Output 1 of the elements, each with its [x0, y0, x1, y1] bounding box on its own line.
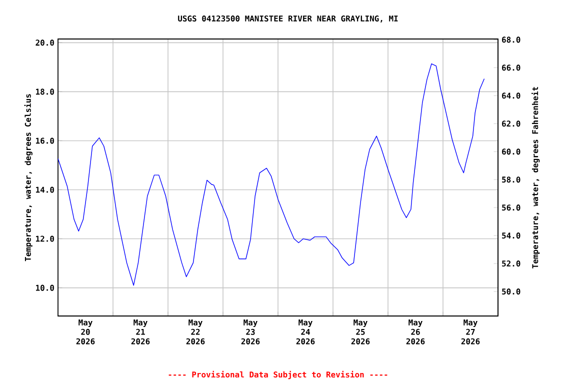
line-series	[58, 63, 485, 286]
